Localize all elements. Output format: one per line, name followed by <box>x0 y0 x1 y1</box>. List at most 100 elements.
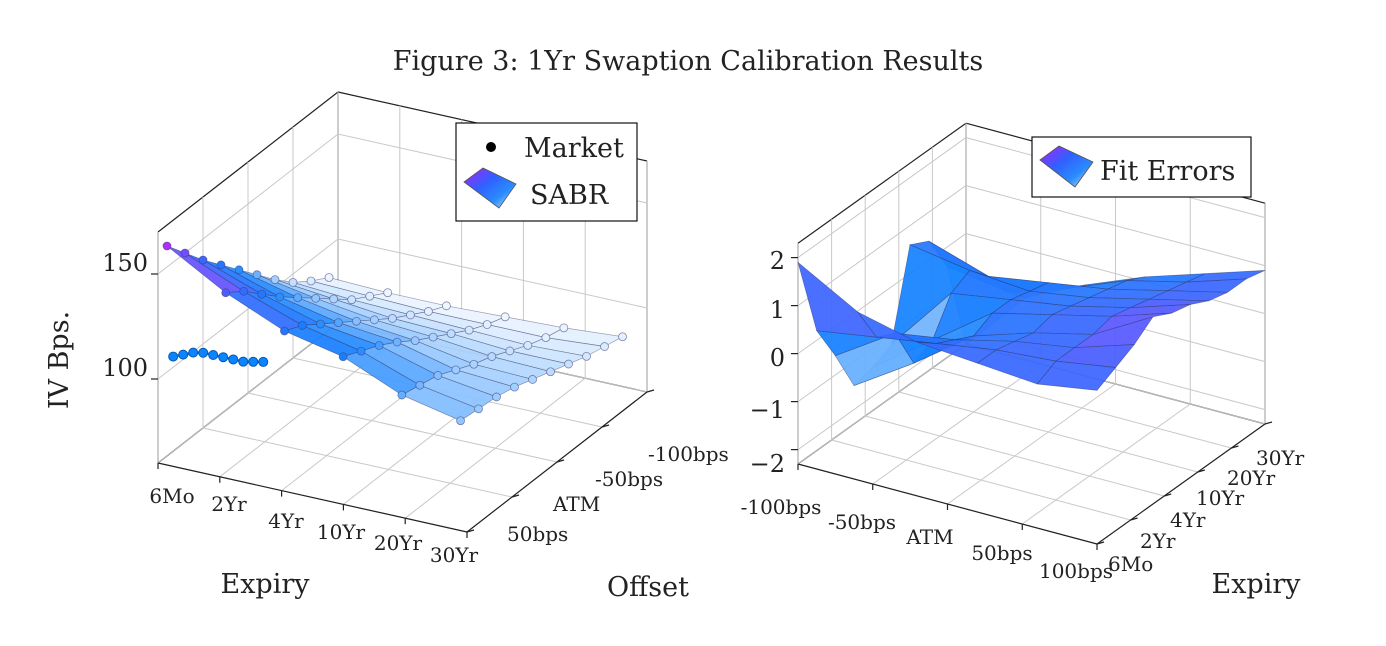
left-offset-tick-minus50: -50bps <box>595 467 663 491</box>
left-surface-node <box>388 314 397 323</box>
left-surface-node <box>275 292 285 302</box>
left-surface-node <box>316 319 325 329</box>
right-x-tick-4yr: 4Yr <box>1170 508 1206 532</box>
left-surface-node <box>428 332 438 342</box>
left-market-points <box>168 347 269 367</box>
right-legend: Fit Errors <box>1031 136 1252 198</box>
right-x-tick-mark <box>1164 493 1172 497</box>
left-surface-node <box>487 352 497 361</box>
left-surface-node <box>392 337 402 347</box>
right-z-tick-minus1: −1 <box>750 396 785 424</box>
left-offset-tick-minus100: -100bps <box>648 442 729 466</box>
left-surface-node <box>334 318 343 328</box>
right-x-tick-30yr: 30Yr <box>1256 446 1305 470</box>
left-surface-node <box>500 312 510 322</box>
left-surface-node <box>510 382 519 392</box>
legend-market-label: Market <box>524 133 624 164</box>
market-point <box>218 352 229 363</box>
left-surface-node <box>523 340 533 350</box>
left-surface-node <box>383 288 393 298</box>
left-surface-node <box>324 273 334 282</box>
right-x-tick-20yr: 20Yr <box>1227 466 1276 490</box>
right-z-tick-minus2: −2 <box>750 450 785 478</box>
market-point <box>248 356 259 367</box>
left-surface-node <box>234 265 244 275</box>
right-floor-grid-a <box>797 343 967 465</box>
right-floor-grid-b <box>831 439 1131 521</box>
right-offset-tick-100: 100bps <box>1039 559 1113 583</box>
right-surface-facet <box>1111 304 1191 317</box>
left-surface-node <box>370 315 379 325</box>
right-right-edge <box>1096 423 1266 545</box>
left-offset-tick-mark <box>646 389 655 393</box>
left-surface-node <box>356 346 366 356</box>
left-surface-node <box>433 371 443 380</box>
left-offset-tick-mark <box>511 494 520 498</box>
left-surface-node <box>352 316 361 326</box>
left-surface-node <box>492 392 501 402</box>
right-offset-tick-atm: ATM <box>905 525 953 549</box>
left-offset-tick-mark <box>466 529 475 533</box>
market-line <box>172 351 264 364</box>
left-axis-front <box>151 273 655 538</box>
right-x-tick-mark <box>1231 445 1239 449</box>
left-surface-node <box>180 248 190 258</box>
right-axis-front <box>791 257 1273 550</box>
right-z-tick-0: 0 <box>770 344 785 372</box>
fit-errors-surface-chart: −2 −1 0 1 2 -100bps -50bps ATM 50bps 100… <box>741 122 1305 600</box>
left-surface-node <box>216 260 226 270</box>
left-surface-node <box>442 301 451 311</box>
left-surface-node <box>406 310 415 320</box>
right-surface-facet <box>1036 360 1117 391</box>
market-point <box>228 354 239 365</box>
left-surface-node <box>446 329 456 339</box>
market-point <box>238 356 249 367</box>
left-surface-node <box>528 375 537 384</box>
left-surface-node <box>618 332 627 342</box>
left-surface-node <box>270 275 280 285</box>
left-surface-node <box>298 321 307 330</box>
market-marker-icon <box>486 142 496 152</box>
market-point <box>188 347 199 358</box>
left-surface-node <box>311 293 321 303</box>
left-floor-grid-b <box>247 392 558 463</box>
left-x-tick-10yr: 10Yr <box>317 520 366 544</box>
left-floor-grid-b <box>202 427 513 498</box>
left-surface-node <box>410 336 420 346</box>
left-surface-node <box>239 286 249 296</box>
left-surface-node <box>564 359 573 369</box>
left-surface-node <box>365 291 375 301</box>
left-y-tick-150: 150 <box>102 249 148 277</box>
left-surface-node <box>162 241 172 251</box>
left-x-tick-2yr: 2Yr <box>211 492 247 516</box>
market-point <box>208 349 219 360</box>
right-floor-grid-a <box>947 383 1116 505</box>
left-surface-node <box>329 294 339 304</box>
left-surface-node <box>505 346 515 356</box>
left-surface-node <box>397 390 407 400</box>
left-surface-node <box>541 333 551 343</box>
left-surface-node <box>469 359 479 369</box>
right-x-tick-mark <box>1197 469 1205 473</box>
market-point <box>258 356 269 367</box>
left-surface-node <box>288 277 298 287</box>
left-surface-node <box>415 380 425 390</box>
market-point <box>198 347 209 358</box>
right-x-tick-mark <box>1130 517 1138 521</box>
left-x-axis-label: Expiry <box>220 569 310 600</box>
right-offset-tick-minus100: -100bps <box>741 495 822 519</box>
left-surface-node <box>464 325 474 335</box>
left-surface-node <box>456 416 465 426</box>
left-sabr-surface <box>162 241 627 426</box>
left-x-tick-30yr: 30Yr <box>430 543 479 567</box>
left-offset-axis-label: Offset <box>607 572 689 603</box>
sabr-swatch-icon <box>463 167 517 209</box>
left-offset-tick-atm: ATM <box>552 492 600 516</box>
legend-sabr-label: SABR <box>530 180 609 211</box>
right-x-tick-mark <box>1096 541 1105 545</box>
left-surface-node <box>221 288 231 298</box>
left-surface-node <box>293 293 303 303</box>
right-top-edge <box>797 122 967 244</box>
right-floor-grid-b <box>865 415 1165 497</box>
